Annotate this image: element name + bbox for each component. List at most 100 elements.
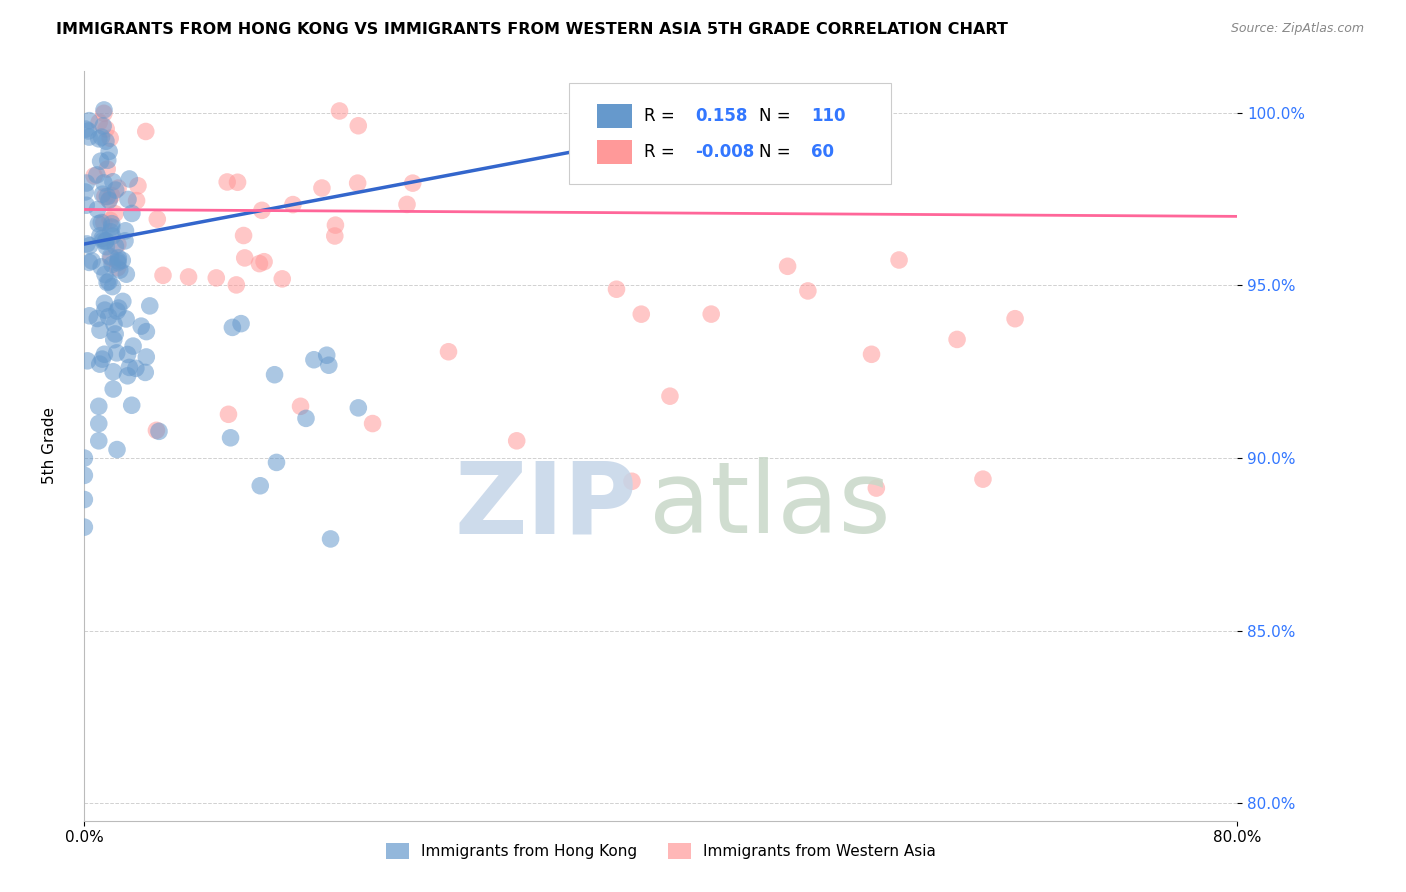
Point — [91, 187, 114, 202]
Point — [118, 360, 141, 375]
Point — [101, 257, 124, 271]
Point — [100, 220, 122, 235]
Text: 110: 110 — [811, 107, 845, 125]
Point — [249, 479, 271, 493]
Point — [107, 181, 129, 195]
Point — [217, 175, 239, 189]
Point — [107, 237, 129, 252]
Point — [94, 234, 117, 248]
Point — [101, 175, 124, 189]
Point — [91, 352, 114, 367]
Point — [152, 268, 174, 283]
Point — [90, 154, 112, 169]
Point — [98, 131, 121, 145]
Point — [325, 218, 347, 232]
Point — [90, 215, 112, 229]
Point — [630, 307, 652, 321]
Point — [1004, 311, 1026, 326]
Point — [89, 228, 111, 243]
Point — [82, 254, 104, 268]
Point — [125, 361, 148, 376]
Point — [328, 103, 350, 118]
Point — [104, 239, 127, 253]
Point — [93, 103, 115, 117]
Point — [229, 317, 252, 331]
Point — [139, 299, 162, 313]
Text: Source: ZipAtlas.com: Source: ZipAtlas.com — [1230, 22, 1364, 36]
Point — [395, 197, 418, 211]
Legend: Immigrants from Hong Kong, Immigrants from Western Asia: Immigrants from Hong Kong, Immigrants fr… — [380, 838, 942, 865]
Point — [506, 434, 529, 448]
Point — [115, 267, 138, 281]
Point — [145, 423, 167, 437]
Point — [73, 492, 96, 507]
Point — [73, 468, 96, 483]
Point — [96, 189, 118, 203]
Text: ZIP: ZIP — [456, 458, 638, 555]
Point — [89, 323, 111, 337]
Point — [860, 347, 883, 361]
Point — [98, 193, 121, 207]
Point — [77, 130, 100, 145]
Point — [266, 455, 288, 469]
Point — [100, 251, 122, 265]
Point — [221, 320, 243, 334]
Point — [117, 347, 139, 361]
Point — [101, 229, 124, 244]
Point — [107, 260, 129, 275]
Point — [127, 178, 149, 193]
Point — [96, 240, 118, 254]
Point — [361, 417, 384, 431]
Point — [79, 238, 101, 252]
Point — [98, 194, 121, 208]
Point — [76, 354, 98, 368]
Point — [90, 260, 112, 274]
Point — [865, 481, 887, 495]
Point — [101, 279, 124, 293]
Point — [111, 294, 134, 309]
Point — [121, 398, 143, 412]
Point — [318, 358, 340, 372]
Point — [125, 194, 148, 208]
Point — [93, 216, 115, 230]
Point — [87, 399, 110, 413]
Point — [96, 162, 118, 177]
Point — [94, 134, 117, 148]
Point — [605, 282, 627, 296]
Point — [281, 197, 304, 211]
Point — [232, 228, 254, 243]
Point — [91, 119, 114, 133]
Point — [946, 333, 969, 347]
Point — [117, 193, 139, 207]
Point — [93, 106, 115, 120]
Point — [114, 224, 136, 238]
Point — [315, 348, 337, 362]
Point — [148, 425, 170, 439]
Point — [103, 317, 125, 331]
Point — [108, 263, 131, 277]
Point — [87, 217, 110, 231]
Point — [233, 251, 256, 265]
Point — [91, 234, 114, 248]
Point — [263, 368, 285, 382]
Point — [96, 122, 118, 136]
Point — [219, 431, 242, 445]
Point — [347, 119, 370, 133]
Point — [111, 253, 134, 268]
Point — [620, 475, 643, 489]
Point — [437, 344, 460, 359]
Point — [146, 212, 169, 227]
Point — [76, 236, 98, 251]
Point — [323, 229, 346, 244]
Point — [86, 202, 108, 217]
Point — [887, 252, 910, 267]
Point — [86, 168, 108, 182]
Point — [253, 254, 276, 268]
Point — [103, 333, 125, 347]
Point — [93, 296, 115, 310]
FancyBboxPatch shape — [598, 139, 633, 163]
Point — [100, 225, 122, 239]
Point — [104, 326, 127, 341]
Point — [75, 198, 97, 212]
Point — [101, 217, 124, 231]
